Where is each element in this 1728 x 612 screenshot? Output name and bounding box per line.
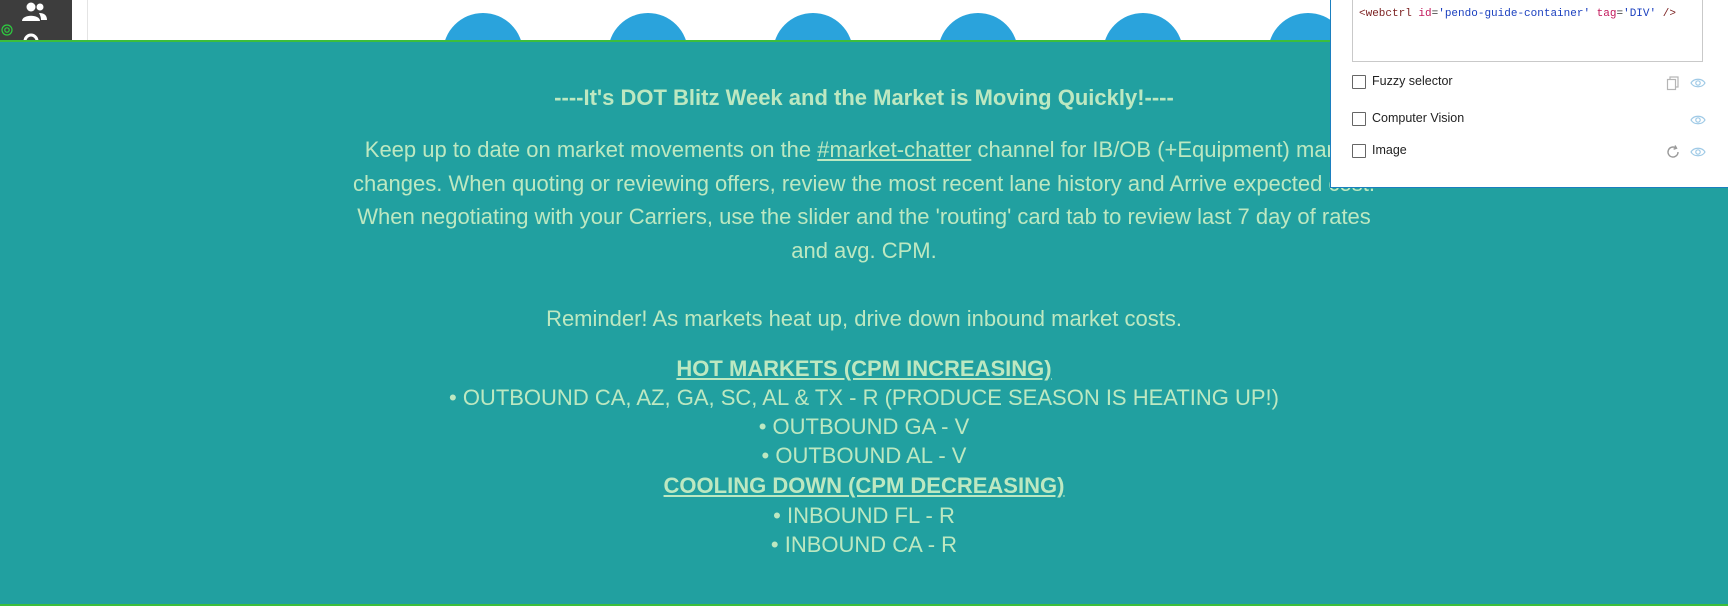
computer-vision-label: Computer Vision — [1372, 111, 1465, 125]
app-nav-circle[interactable] — [1103, 13, 1183, 42]
target-icon — [1, 24, 13, 36]
code-id-attr: id — [1418, 8, 1432, 20]
eye-icon[interactable] — [1690, 112, 1706, 128]
cooling-market-item: • INBOUND FL - R — [773, 503, 955, 528]
image-checkbox[interactable] — [1352, 144, 1366, 158]
selector-panel: <webctrl id='pendo-guide-container' tag=… — [1330, 0, 1728, 188]
app-nav-circle[interactable] — [608, 13, 688, 42]
fuzzy-selector-checkbox[interactable] — [1352, 75, 1366, 89]
hot-market-item: • OUTBOUND GA - V — [758, 414, 970, 439]
cooling-market-item: • INBOUND CA - R — [770, 532, 958, 557]
market-chatter-link[interactable]: #market-chatter — [817, 137, 972, 162]
copy-icon[interactable] — [1665, 75, 1681, 91]
code-id-value: 'pendo-guide-container' — [1438, 8, 1591, 20]
guide-paragraph: Keep up to date on market movements on t… — [340, 133, 1388, 267]
app-nav-circle[interactable] — [938, 13, 1018, 42]
divider — [87, 0, 88, 42]
paragraph-text-end: channel for IB/OB (+Equipment) market ch… — [353, 137, 1375, 263]
app-nav-circle[interactable] — [773, 13, 853, 42]
fuzzy-selector-label: Fuzzy selector — [1372, 74, 1453, 88]
code-tag-value: 'DIV' — [1623, 8, 1657, 20]
users-icon[interactable] — [20, 2, 48, 22]
eye-icon[interactable] — [1690, 144, 1706, 160]
computer-vision-option[interactable]: Computer Vision — [1352, 111, 1708, 129]
code-tag-attr: tag — [1596, 8, 1617, 20]
image-option[interactable]: Image — [1352, 143, 1708, 161]
hot-market-item: • OUTBOUND CA, AZ, GA, SC, AL & TX - R (… — [449, 385, 1279, 410]
eye-icon[interactable] — [1690, 75, 1706, 91]
code-tag-open: <webctrl — [1359, 8, 1412, 20]
cooling-down-title: COOLING DOWN (CPM DECREASING) — [663, 473, 1065, 498]
guide-reminder: Reminder! As markets heat up, drive down… — [546, 306, 1182, 331]
computer-vision-checkbox[interactable] — [1352, 112, 1366, 126]
hot-market-item: • OUTBOUND AL - V — [761, 443, 967, 468]
fuzzy-selector-option[interactable]: Fuzzy selector — [1352, 74, 1708, 92]
app-nav-circle[interactable] — [443, 13, 523, 42]
paragraph-text-start: Keep up to date on market movements on t… — [364, 137, 818, 162]
refresh-icon[interactable] — [1665, 144, 1681, 160]
guide-headline: ----It's DOT Blitz Week and the Market i… — [554, 85, 1174, 110]
selector-code-box[interactable]: <webctrl id='pendo-guide-container' tag=… — [1352, 0, 1703, 62]
image-label: Image — [1372, 143, 1407, 157]
hot-markets-title: HOT MARKETS (CPM INCREASING) — [676, 356, 1052, 381]
code-tag-close: /> — [1662, 8, 1676, 20]
